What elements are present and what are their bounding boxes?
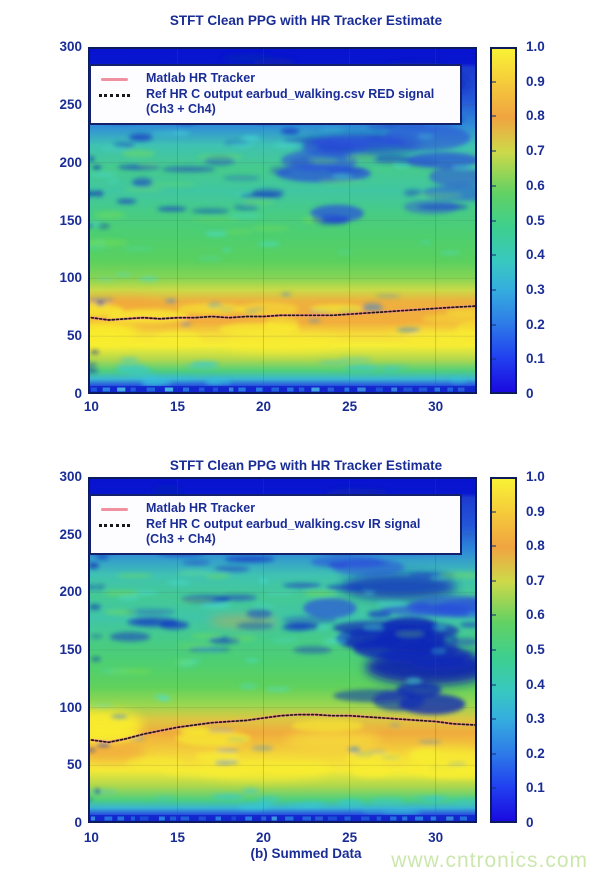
colorbar-tick-label: 0.8 [526, 108, 545, 124]
ref-hr-dotted-line [90, 713, 477, 744]
y-tick-label: 50 [66, 328, 82, 344]
colorbar-notch [492, 683, 496, 686]
x-tick-label: 30 [428, 830, 444, 845]
y-tick-label: 50 [66, 757, 82, 773]
legend-label: Matlab HR Tracker [146, 71, 256, 85]
y-tick-label: 200 [59, 154, 82, 170]
colorbar-tick-label: 0.3 [526, 711, 545, 727]
colorbar-tick-label: 0.6 [526, 607, 545, 623]
legend-entry-matlab: Matlab HR Tracker [99, 71, 452, 87]
colorbar-notch [492, 150, 496, 153]
colorbar-notch [492, 752, 496, 755]
colorbar-notch [492, 323, 496, 326]
y-tick-label: 300 [59, 469, 82, 484]
ref-hr-dotted-line [90, 305, 477, 321]
colorbar-tick-label: 0.9 [526, 73, 545, 89]
matlab-line-marker [101, 508, 128, 511]
colorbar-notch [492, 579, 496, 582]
colorbar-notch [492, 115, 496, 118]
figure-title: STFT Clean PPG with HR Tracker Estimate [169, 458, 443, 473]
y-tick-label: 100 [59, 699, 82, 715]
y-tick-label: 0 [74, 386, 82, 401]
colorbar-tick-label: 0 [526, 386, 534, 401]
ref-dotted-marker [99, 523, 130, 527]
x-tick-label: 20 [256, 830, 272, 845]
colorbar-notch [492, 80, 496, 83]
x-tick-label: 15 [169, 830, 186, 845]
matlab-line-marker [101, 78, 128, 81]
legend-entry-ref: Ref HR C output earbud_walking.csv IR si… [99, 517, 452, 548]
colorbar-tick-label: 0.5 [526, 212, 545, 228]
legend-label: Ref HR C output earbud_walking.csv RED s… [146, 86, 435, 101]
y-tick-label: 250 [59, 526, 82, 542]
colorbar-notch [492, 219, 496, 222]
colorbar-notch [492, 649, 496, 651]
legend-entry-ref: Ref HR C output earbud_walking.csv RED s… [99, 87, 452, 118]
colorbar-tick-label: 0.3 [526, 281, 545, 297]
colorbar-tick-label: 0.8 [526, 538, 545, 554]
colorbar-tick-label: 0.4 [526, 247, 545, 263]
colorbar-notch [492, 358, 496, 361]
y-tick-label: 150 [59, 642, 82, 657]
y-tick-label: 300 [59, 39, 82, 54]
colorbar-notch [492, 288, 496, 291]
y-tick-label: 100 [59, 270, 82, 286]
colorbar-tick-label: 0.9 [526, 503, 545, 519]
x-tick-label: 30 [428, 399, 444, 414]
colorbar-tick-label: 0.7 [526, 143, 545, 159]
y-tick-label: 0 [74, 815, 82, 830]
figure-title: STFT Clean PPG with HR Tracker Estimate [169, 13, 443, 28]
colorbar-notch [492, 614, 496, 617]
y-tick-label: 150 [59, 212, 82, 228]
colorbar-tick-label: 0.7 [526, 572, 545, 588]
legend-label-line2: (Ch3 + Ch4) [146, 102, 216, 116]
legend-label: Ref HR C output earbud_walking.csv IR si… [146, 516, 421, 531]
colorbar-tick-label: 1.0 [526, 469, 545, 484]
x-tick-label: 10 [83, 399, 99, 414]
legend-label: Matlab HR Tracker [146, 501, 256, 515]
caption: (b) Summed Data [250, 846, 362, 861]
x-tick-label: 10 [83, 830, 99, 845]
colorbar-tick-label: 0.2 [526, 745, 545, 761]
colorbar-tick-label: 0.4 [526, 676, 545, 692]
colorbar-tick-label: 0.6 [526, 177, 545, 193]
x-tick-label: 15 [169, 399, 186, 414]
ref-dotted-marker [99, 93, 130, 97]
legend-entry-matlab: Matlab HR Tracker [99, 501, 452, 517]
x-tick-label: 25 [342, 399, 358, 414]
colorbar-tick-label: 0 [526, 815, 534, 830]
x-tick-label: 25 [342, 830, 358, 845]
colorbar-notch [492, 718, 496, 721]
colorbar-notch [492, 545, 496, 548]
colorbar-tick-label: 0.1 [526, 351, 545, 367]
colorbar-notch [492, 184, 496, 187]
colorbar-tick-label: 0.5 [526, 642, 545, 657]
colorbar-notch [492, 510, 496, 513]
colorbar-tick-label: 1.0 [526, 39, 545, 54]
colorbar-tick-label: 0.1 [526, 780, 545, 796]
legend: Matlab HR Tracker Ref HR C output earbud… [89, 494, 462, 555]
x-tick-label: 20 [256, 399, 272, 414]
legend-label-line2: (Ch3 + Ch4) [146, 532, 216, 546]
colorbar-notch [492, 787, 496, 790]
colorbar-notch [492, 254, 496, 257]
watermark: www.cntronics.com [391, 849, 588, 872]
y-tick-label: 250 [59, 96, 82, 112]
colorbar-tick-label: 0.2 [526, 316, 545, 332]
legend: Matlab HR Tracker Ref HR C output earbud… [89, 64, 462, 125]
y-tick-label: 200 [59, 584, 82, 600]
